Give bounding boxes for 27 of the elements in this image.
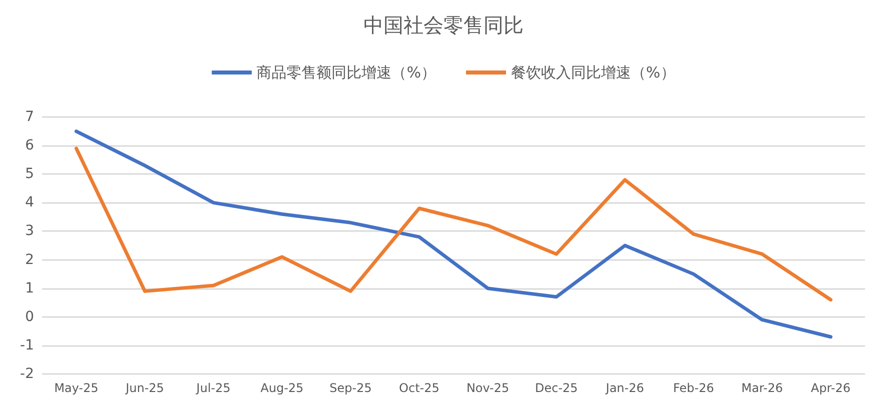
y-tick-label: 7	[25, 109, 34, 125]
x-tick-label: Jul-25	[195, 381, 230, 395]
x-tick-label: May-25	[54, 381, 98, 395]
chart-title: 中国社会零售同比	[364, 13, 524, 37]
x-tick-label: Jan-26	[604, 381, 644, 395]
y-tick-label: 1	[25, 280, 34, 296]
line-series	[74, 130, 832, 339]
x-tick-label: Oct-25	[399, 381, 440, 395]
y-tick-label: 3	[25, 223, 34, 240]
y-tick-label: -2	[20, 366, 34, 382]
y-tick-label: 0	[25, 308, 34, 325]
line-series	[74, 146, 832, 302]
y-tick-label: 4	[25, 194, 34, 211]
x-tick-label: Mar-26	[741, 381, 783, 395]
x-tick-label: Aug-25	[260, 381, 304, 395]
y-tick-label: 2	[25, 252, 34, 268]
x-tick-label: Dec-25	[534, 381, 578, 395]
x-tick-label: Apr-26	[810, 381, 851, 395]
x-tick-label: Nov-25	[466, 381, 510, 395]
y-tick-label: 6	[25, 138, 34, 154]
y-tick-label: 5	[25, 166, 34, 182]
legend-label: 商品零售额同比增速（%）	[256, 64, 436, 82]
y-tick-label: -1	[20, 337, 34, 354]
x-tick-label: Sep-25	[330, 381, 372, 395]
legend-label: 餐饮收入同比增速（%）	[511, 64, 676, 82]
x-tick-label: Jun-25	[124, 381, 164, 395]
x-tick-label: Feb-26	[673, 381, 714, 395]
